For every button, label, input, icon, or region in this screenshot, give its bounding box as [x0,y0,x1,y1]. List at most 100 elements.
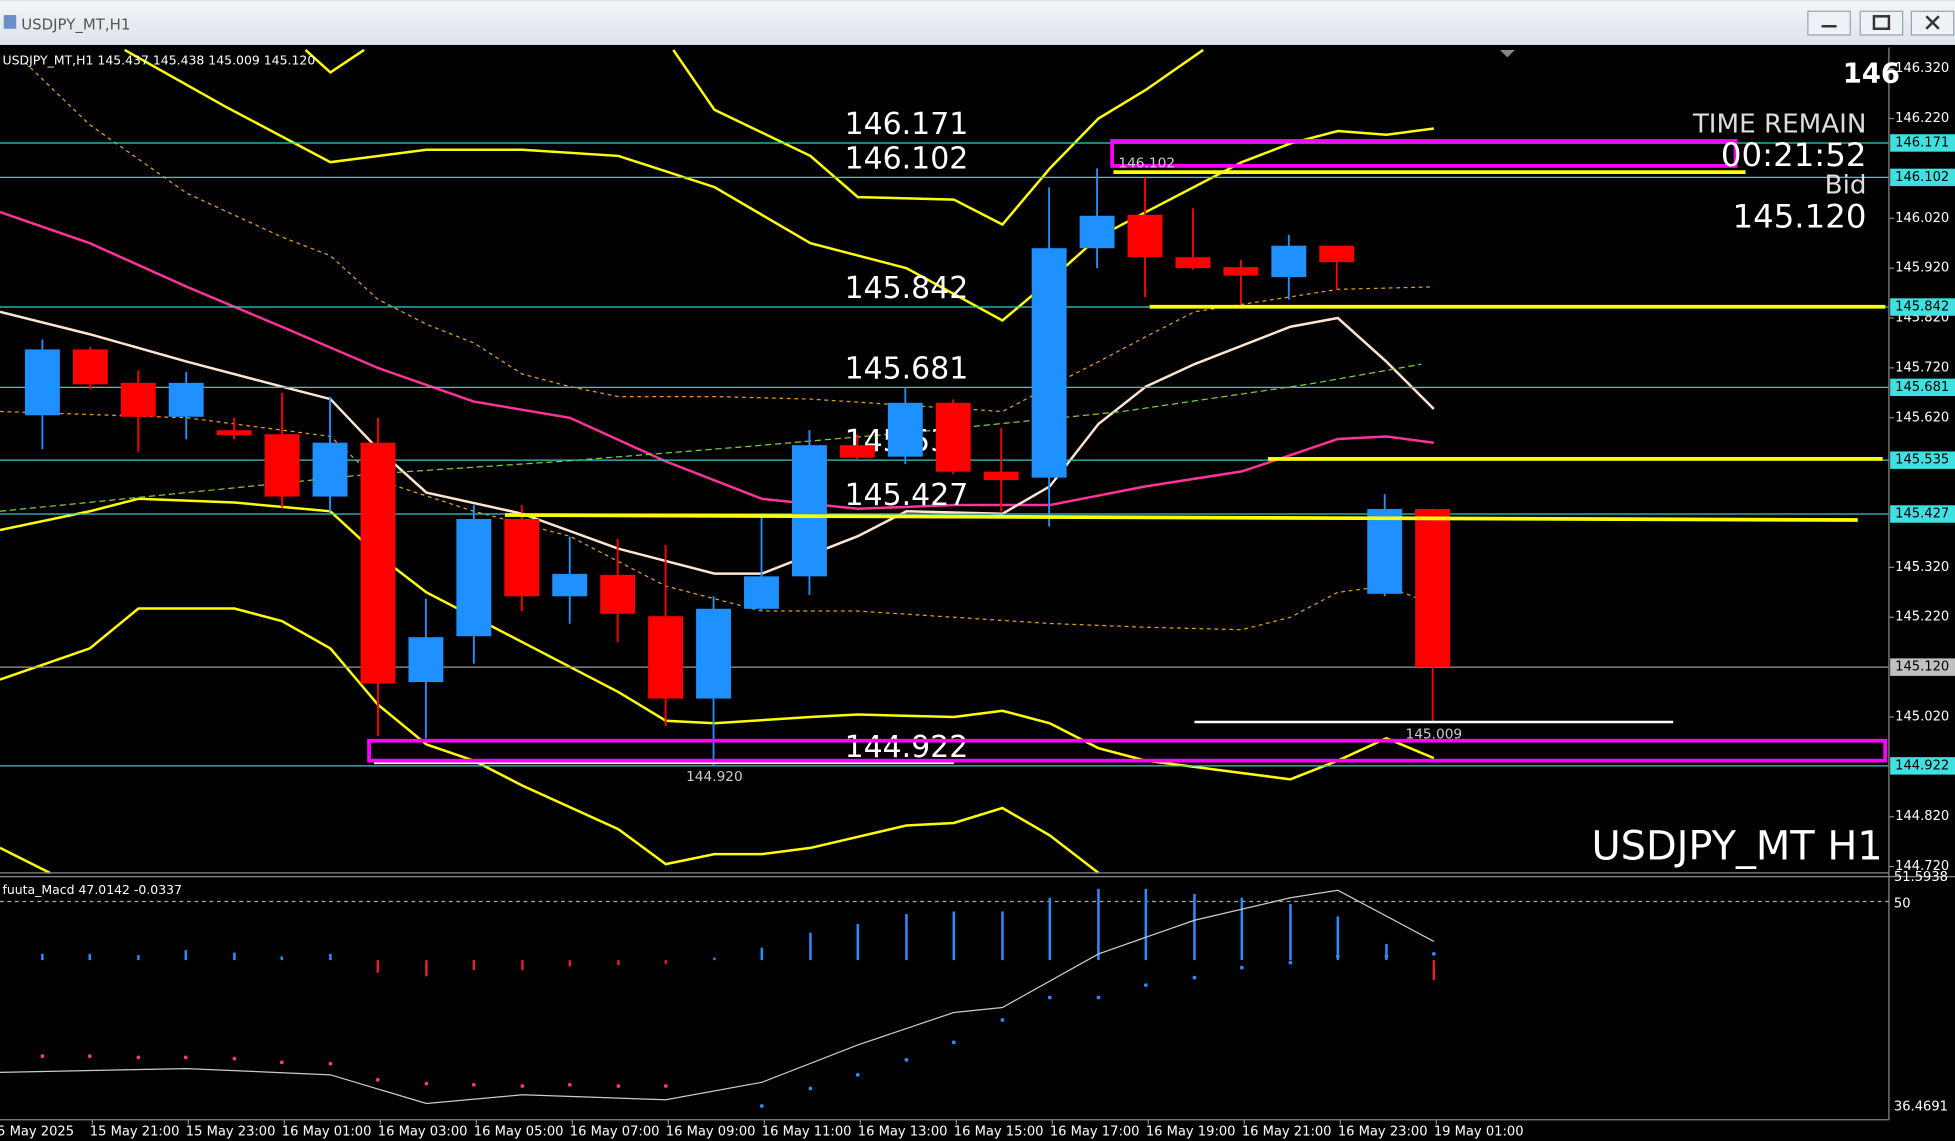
axes: 146.320146.220146.020145.920145.820145.7… [0,61,1955,1140]
candle-body [1223,267,1259,276]
candle-body [1175,257,1211,269]
window-title: USDJPY_MT,H1 [21,16,130,35]
chart-area [0,44,1955,1141]
shift-marker [1499,49,1515,58]
time-label: 15 May 23:00 [186,1125,276,1140]
candle-body [935,402,971,472]
indicator-tick-label: 50 [1894,897,1911,912]
window-icon [3,15,17,29]
price-tick-label: 145.620 [1895,410,1949,425]
maximize-button[interactable] [1859,10,1904,36]
bid-price: 145.120 [1732,197,1866,235]
price-tick-label: 145.020 [1895,710,1949,725]
candle-body [1271,245,1307,278]
level-axis-label: 145.535 [1895,453,1949,468]
candle-body [1079,215,1115,249]
level-label: 145.842 [845,271,969,306]
level-axis-label: 145.681 [1895,380,1949,395]
level-axis-label: 145.842 [1895,300,1949,315]
level-axis-box [1890,757,1955,775]
level-axis-label: 146.102 [1895,170,1949,185]
candle-body [504,519,540,597]
time-label: 16 May 11:00 [762,1125,852,1140]
time-remain: 00:21:52 [1721,136,1867,174]
time-label: 16 May 21:00 [1242,1125,1332,1140]
candle-body [408,637,444,683]
candle-body [839,445,875,458]
indicator-label: fuuta_Macd 47.0142 -0.0337 [2,882,182,897]
candles [24,168,1451,767]
time-label: 16 May 01:00 [282,1125,372,1140]
level-label: 146.171 [845,107,969,142]
price-tick-label: 144.820 [1895,809,1949,824]
time-label: 16 May 17:00 [1050,1125,1140,1140]
candle-body [791,445,827,577]
candle-body [24,349,60,416]
indicator-tick-label: 51.5938 [1894,870,1948,885]
level-axis-label: 144.922 [1895,758,1949,773]
time-remain-label: TIME REMAIN [1692,109,1867,139]
candle-body [696,608,732,699]
price-tick-label: 144.720 [1895,859,1949,874]
candle-body [456,519,492,637]
candle-body [72,349,108,385]
time-label: 16 May 07:00 [570,1125,660,1140]
candle-body [1127,214,1163,258]
low-label: 145.009 [1405,726,1462,742]
bid-axis-box [1890,658,1955,676]
window-buttons[interactable] [1807,10,1955,36]
price-tick-label: 145.220 [1895,610,1949,625]
candle-body [312,442,348,497]
candle-body [1031,248,1067,478]
candle-body [360,442,396,684]
minimize-button[interactable] [1807,10,1851,36]
candle-body [552,573,588,597]
candle-body [1319,245,1355,263]
chart-info: USDJPY_MT,H1 145.437 145.438 145.009 145… [2,53,315,68]
time-label: 16 May 19:00 [1146,1125,1236,1140]
candle-body [1415,509,1451,668]
time-label: 15 May 2025 [0,1125,74,1140]
min-label: 144.920 [686,769,743,785]
time-label: 19 May 01:00 [1434,1125,1524,1140]
time-label: 15 May 21:00 [90,1125,180,1140]
level-axis-box [1890,134,1955,152]
symbol-label: USDJPY_MT H1 [1591,824,1882,870]
candle-body [600,574,636,614]
price-tick-label: 145.320 [1895,560,1949,575]
candle-body [264,434,300,497]
price-tick-label: 145.720 [1895,360,1949,375]
time-label: 16 May 13:00 [858,1125,948,1140]
candle-body [168,382,204,417]
candle-body [983,471,1019,481]
level-axis-box [1890,298,1955,316]
level-axis-box [1890,378,1955,397]
candle-body [744,576,779,609]
high-label: 146.102 [1118,155,1175,171]
time-label: 16 May 09:00 [666,1125,756,1140]
level-label: 146.102 [845,141,969,176]
candle-body [1367,509,1403,594]
level-axis-box [1890,505,1955,523]
time-label: 16 May 03:00 [378,1125,468,1140]
price-tick-label: 146.320 [1895,61,1949,76]
bid-label: Bid [1825,170,1867,200]
candle-body [216,430,252,436]
candle-body [887,402,923,457]
level-axis-label: 145.427 [1895,507,1949,522]
level-axis-box [1890,451,1955,469]
price-tick-label: 145.920 [1895,261,1949,276]
level-label: 145.681 [845,351,969,386]
time-label: 16 May 15:00 [954,1125,1044,1140]
level-axis-box [1890,168,1955,187]
bid-axis-label: 145.120 [1895,660,1949,675]
corner-price: 146 [1843,58,1900,89]
level-label: 145.427 [845,478,969,513]
price-tick-label: 146.220 [1895,111,1949,126]
level-axis-label: 146.171 [1895,135,1949,150]
candle-body [120,382,156,417]
time-label: 16 May 23:00 [1338,1125,1428,1140]
time-label: 16 May 05:00 [474,1125,564,1140]
